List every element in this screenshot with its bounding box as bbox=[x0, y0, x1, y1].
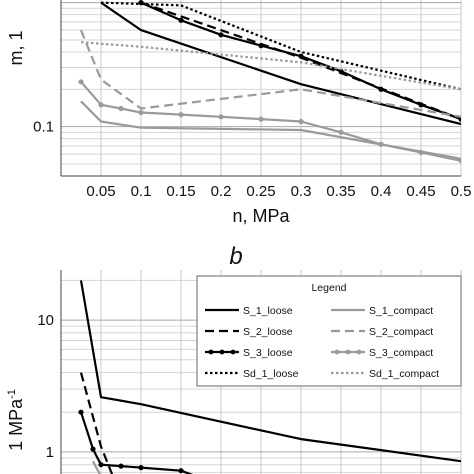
data-point-s-3-compact bbox=[138, 109, 144, 116]
y-tick-label: 0.1 bbox=[33, 119, 54, 136]
y-axis-title-b-superscript: -1 bbox=[6, 389, 18, 399]
legend-marker bbox=[219, 349, 225, 355]
legend-label-sd-1-loose: Sd_1_loose bbox=[243, 368, 299, 380]
series-group-b bbox=[78, 280, 461, 474]
y-axis-title-a: m, 1 bbox=[6, 30, 26, 65]
y-tick-label: 10 bbox=[37, 312, 54, 329]
x-tick-label: 0.2 bbox=[211, 183, 232, 200]
y-axis-title-b-main: 1 MPa bbox=[6, 398, 26, 451]
series-line-sd-1-compact bbox=[80, 41, 461, 91]
chart-panel-b: 101 1 MPa-1 Legend S_1_loose S_1_compactS… bbox=[6, 270, 462, 474]
x-tick-label: 0.4 bbox=[371, 183, 392, 200]
data-point-s-3-compact bbox=[78, 79, 84, 85]
data-point-s-3-loose bbox=[178, 17, 184, 23]
series-line-s-2-loose bbox=[79, 372, 114, 474]
legend-title: Legend bbox=[311, 282, 346, 294]
data-point-s-3-compact bbox=[298, 118, 304, 125]
data-point-s-3-loose bbox=[178, 468, 184, 474]
x-tick-label: 0.45 bbox=[406, 183, 435, 200]
data-point-s-3-loose bbox=[218, 32, 224, 38]
data-point-s-3-compact bbox=[98, 102, 104, 108]
series-line-s-1-compact bbox=[80, 100, 461, 160]
legend-item-s-2-compact: S_2_compact bbox=[331, 326, 433, 338]
legend-item-sd-1-compact: Sd_1_compact bbox=[331, 368, 439, 380]
x-tick-label: 0.1 bbox=[131, 183, 152, 200]
legend-marker bbox=[356, 349, 362, 355]
x-tick-labels-a: 0.05 0.1 0.15 0.2 0.25 0.3 0.35 0.4 0.45 0.5 bbox=[86, 183, 471, 200]
series-line-s-2-compact bbox=[79, 29, 461, 118]
data-point-s-3-loose bbox=[78, 409, 84, 415]
data-point-s-3-loose bbox=[258, 43, 264, 49]
y-tick-labels-a: 0.1 bbox=[33, 119, 54, 136]
series-line-s-1-loose bbox=[79, 280, 461, 463]
data-point-s-3-loose bbox=[118, 463, 124, 469]
data-point-s-3-loose bbox=[378, 86, 384, 92]
data-point-s-3-compact bbox=[338, 129, 344, 135]
y-axis-title-b: 1 MPa-1 bbox=[6, 389, 26, 451]
y-tick-labels-b: 10 1 bbox=[37, 312, 54, 461]
series-group-a bbox=[78, 0, 461, 164]
series-line-s-3-compact bbox=[80, 81, 461, 162]
x-tick-label: 0.15 bbox=[166, 183, 195, 200]
legend-item-sd-1-loose: Sd_1_loose bbox=[205, 368, 299, 380]
data-point-s-3-loose bbox=[298, 53, 304, 59]
legend-marker bbox=[208, 349, 214, 355]
legend-item-s-3-compact: S_3_compact bbox=[331, 347, 433, 359]
x-tick-label: 0.3 bbox=[291, 183, 312, 200]
data-point-s-3-compact bbox=[458, 158, 461, 164]
legend-item-s-1-loose: S_1_loose bbox=[205, 305, 293, 317]
data-point-s-3-loose bbox=[98, 462, 104, 468]
legend-item-s-3-loose: S_3_loose bbox=[205, 347, 293, 359]
legend-label-s-1-compact: S_1_compact bbox=[369, 305, 433, 317]
x-axis-title-a: n, MPa bbox=[232, 206, 290, 226]
x-tick-label: 0.35 bbox=[326, 183, 355, 200]
legend-label-sd-1-compact: Sd_1_compact bbox=[369, 368, 439, 380]
legend-label-s-3-loose: S_3_loose bbox=[243, 347, 293, 359]
data-point-s-3-compact bbox=[258, 116, 264, 122]
legend-marker bbox=[230, 349, 236, 355]
legend-item-s-1-compact: S_1_compact bbox=[331, 305, 433, 317]
legend-items: S_1_loose S_1_compact S_2_loose S_2_compact… bbox=[205, 305, 439, 380]
legend-item-s-2-loose: S_2_loose bbox=[205, 326, 293, 338]
panel-label-b: b bbox=[229, 243, 242, 270]
series-line-s-1-loose bbox=[100, 1, 461, 126]
data-point-s-3-loose bbox=[138, 465, 144, 471]
data-point-s-3-compact bbox=[178, 112, 184, 118]
y-tick-label: 1 bbox=[46, 444, 54, 461]
series-line-s-1-compact bbox=[92, 460, 101, 474]
legend-marker bbox=[345, 349, 351, 355]
chart-panel-a: 0.05 0.1 0.15 0.2 0.25 0.3 0.35 0.4 0.45 0.5 0.1 … bbox=[6, 0, 471, 226]
legend-label-s-1-loose: S_1_loose bbox=[243, 305, 293, 317]
x-tick-label: 0.05 bbox=[86, 183, 115, 200]
x-tick-label: 0.5 bbox=[451, 183, 472, 200]
legend-label-s-2-compact: S_2_compact bbox=[369, 326, 433, 338]
legend-box bbox=[196, 275, 462, 387]
legend-label-s-3-compact: S_3_compact bbox=[369, 347, 433, 359]
legend: Legend S_1_loose S_1_compact S_2_loose S_2_… bbox=[196, 275, 462, 387]
x-tick-label: 0.25 bbox=[246, 183, 275, 200]
legend-marker bbox=[334, 349, 340, 355]
data-point-s-3-compact bbox=[218, 114, 224, 120]
data-point-s-3-loose bbox=[90, 446, 96, 452]
data-point-s-3-compact bbox=[418, 149, 424, 155]
data-point-s-3-compact bbox=[118, 105, 124, 112]
data-point-s-3-loose bbox=[418, 102, 424, 108]
data-point-s-3-compact bbox=[378, 141, 384, 147]
legend-label-s-2-loose: S_2_loose bbox=[243, 326, 293, 338]
series-line-sd-1-loose bbox=[100, 1, 461, 91]
